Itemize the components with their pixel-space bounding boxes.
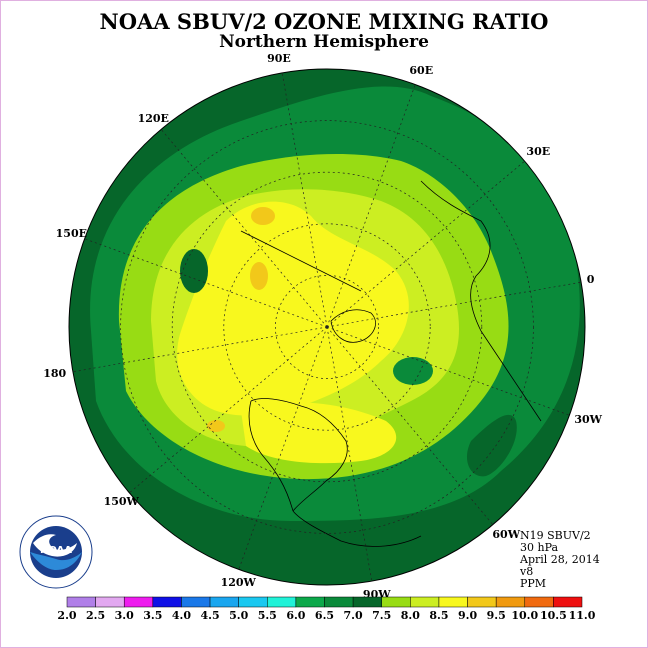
colorbar-tick-label: 10.5: [540, 609, 567, 622]
colorbar-tick-label: 7.0: [344, 609, 363, 622]
colorbar-tick-label: 4.0: [172, 609, 191, 622]
colorbar-swatch: [95, 596, 125, 608]
colorbar-tick-label: 10.0: [511, 609, 538, 622]
longitude-label: 90E: [267, 52, 291, 66]
colorbar-swatch: [410, 596, 440, 608]
ozone-contour-fill: [69, 69, 585, 585]
longitude-label: 30W: [574, 413, 603, 427]
meridian-line: [72, 326, 328, 373]
colorbar-tick-label: 3.0: [115, 609, 134, 622]
meridian-line: [326, 281, 582, 328]
africa-coast: [480, 330, 542, 422]
colorbar-swatch: [66, 596, 96, 608]
colorbar-tick-label: 8.5: [429, 609, 448, 622]
south-america-coast: [292, 510, 422, 547]
high-ozone-region: [177, 201, 409, 416]
colorbar-swatch: [181, 596, 211, 608]
north-america-west-coast: [248, 400, 294, 512]
europe-coast: [420, 180, 491, 332]
colorbar-tick-label: 2.0: [57, 609, 76, 622]
pressure-level-label: 30 hPa: [520, 541, 559, 554]
date-label: April 28, 2014: [520, 553, 600, 566]
colorbar-tick-label: 5.5: [258, 609, 277, 622]
high-ozone-region-2: [241, 402, 397, 464]
low-ozone-spot-2: [393, 357, 433, 385]
north-america-coast: [250, 398, 348, 512]
colorbar-tick-label: 7.5: [372, 609, 391, 622]
latitude-circle: [275, 275, 379, 379]
colorbar-swatch: [553, 596, 583, 608]
meridian-line: [129, 326, 328, 494]
colorbar-swatch: [438, 596, 468, 608]
peak-ozone-spot-3: [207, 420, 225, 432]
noaa-logo-icon: NOAA: [19, 515, 93, 589]
instrument-label: N19 SBUV/2: [520, 529, 591, 542]
longitude-label: 180: [43, 367, 67, 381]
colorbar-swatch: [267, 596, 297, 608]
colorbar-swatch: [152, 596, 182, 608]
longitude-label: 120W: [220, 575, 256, 589]
colorbar-swatch: [324, 596, 354, 608]
colorbar-tick-label: 8.0: [401, 609, 420, 622]
latitude-circle: [223, 223, 431, 431]
graticule: [72, 72, 582, 582]
colorbar-swatch: [467, 596, 497, 608]
colorbar-swatch: [352, 596, 382, 608]
peak-ozone-spot: [251, 207, 275, 225]
meridian-line: [160, 129, 328, 328]
longitude-label: 150E: [55, 226, 87, 240]
meridian-line: [326, 160, 525, 328]
longitude-label: 150W: [103, 494, 139, 508]
colorbar-swatch: [295, 596, 325, 608]
longitude-label: 0: [586, 272, 595, 286]
peak-ozone-spot-2: [250, 262, 268, 290]
latitude-circle: [171, 171, 483, 483]
greenland-coast: [330, 309, 376, 343]
colorbar-swatch: [209, 596, 239, 608]
logo-text: NOAA: [40, 545, 72, 556]
low-ozone-spot: [180, 249, 208, 293]
units-label: PPM: [520, 577, 547, 590]
meridian-line: [281, 72, 328, 328]
longitude-label: 120E: [137, 111, 169, 125]
meridian-line: [326, 326, 373, 582]
latitude-circle: [120, 120, 534, 534]
colorbar-tick-label: 3.5: [143, 609, 162, 622]
colorbar-swatch: [381, 596, 411, 608]
asia-coast: [240, 230, 362, 292]
colorbar-swatch: [524, 596, 554, 608]
colorbar-tick-label: 4.5: [200, 609, 219, 622]
colorbar-tick-label: 5.0: [229, 609, 248, 622]
coastlines: [240, 180, 542, 547]
colorbar-tick-label: 11.0: [569, 609, 596, 622]
meridian-line: [326, 326, 494, 525]
colorbar-swatch: [495, 596, 526, 608]
colorbar-tick-label: 2.5: [86, 609, 105, 622]
colorbar-tick-label: 6.0: [286, 609, 305, 622]
colorbar-tick-label: 9.0: [458, 609, 477, 622]
colorbar-tick-label: 6.5: [315, 609, 334, 622]
low-ozone-spot-3: [466, 414, 517, 477]
map-title: NOAA SBUV/2 OZONE MIXING RATIO: [99, 9, 549, 34]
map-boundary: [68, 68, 586, 586]
longitude-label: 30E: [526, 145, 551, 159]
longitude-label: 60E: [409, 64, 434, 78]
colorbar-tick-label: 9.5: [487, 609, 506, 622]
colorbar-swatch: [238, 596, 268, 608]
longitude-label: 60W: [492, 528, 521, 542]
dataset-info: N19 SBUV/2 30 hPa April 28, 2014 v8 PPM: [520, 530, 600, 590]
version-label: v8: [520, 565, 534, 578]
colorbar-swatch: [123, 596, 154, 608]
map-subtitle: Northern Hemisphere: [219, 32, 429, 52]
